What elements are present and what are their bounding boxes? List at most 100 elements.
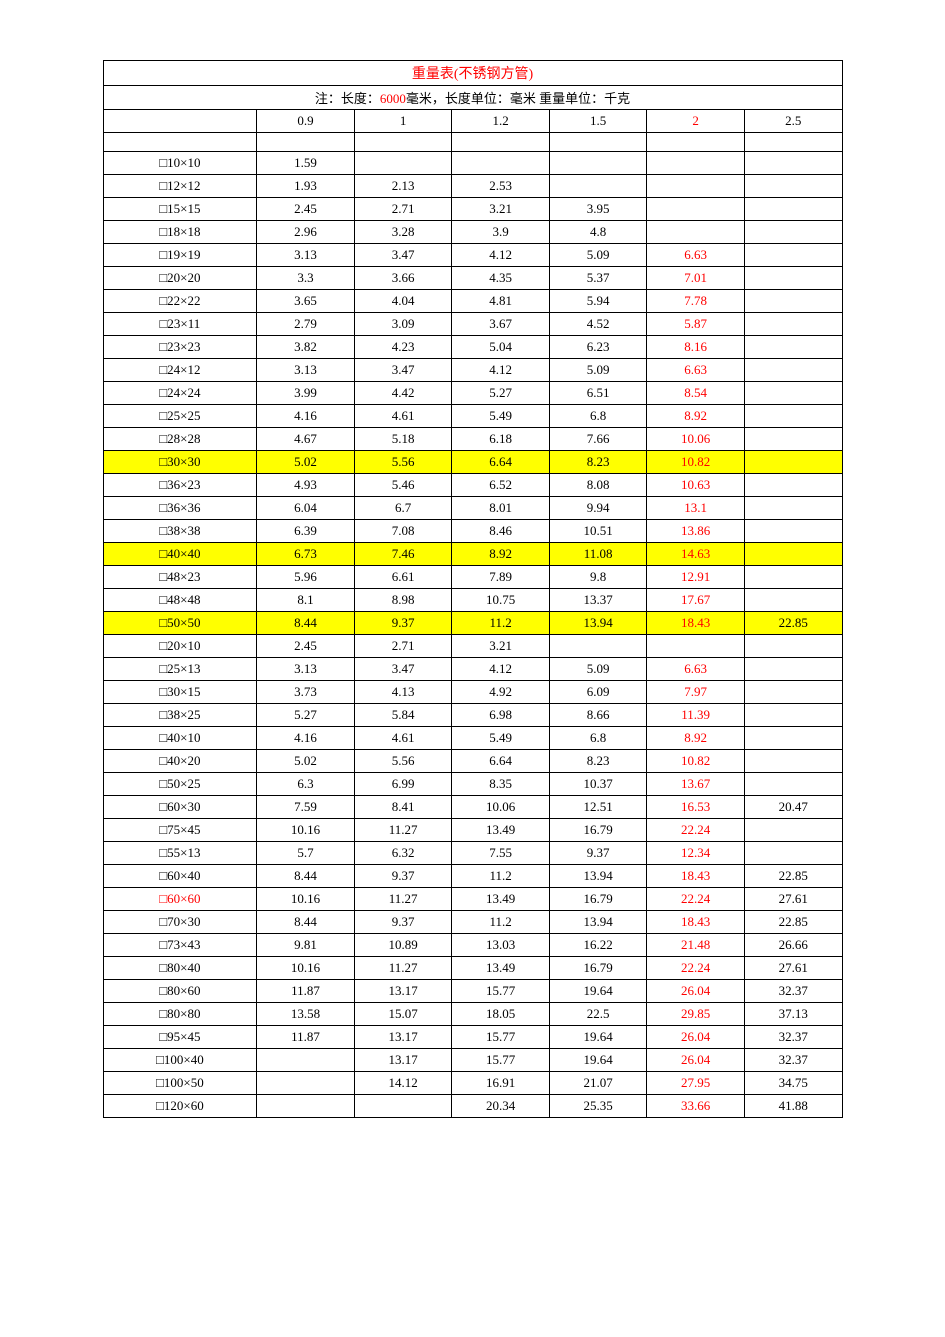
table-row: □23×112.793.093.674.525.87: [103, 313, 842, 336]
value-cell: [744, 290, 842, 313]
value-cell: 7.97: [647, 681, 745, 704]
value-cell: 5.96: [257, 566, 355, 589]
value-cell: 14.63: [647, 543, 745, 566]
value-cell: 34.75: [744, 1072, 842, 1095]
table-row: □40×104.164.615.496.88.92: [103, 727, 842, 750]
value-cell: 22.85: [744, 911, 842, 934]
value-cell: 8.44: [257, 911, 355, 934]
value-cell: 22.24: [647, 888, 745, 911]
value-cell: [744, 244, 842, 267]
value-cell: 14.12: [354, 1072, 452, 1095]
value-cell: 3.28: [354, 221, 452, 244]
size-cell: □75×45: [103, 819, 257, 842]
value-cell: 1.93: [257, 175, 355, 198]
size-cell: □36×23: [103, 474, 257, 497]
value-cell: 13.94: [549, 612, 647, 635]
size-cell: □120×60: [103, 1095, 257, 1118]
value-cell: 9.37: [354, 612, 452, 635]
size-cell: □23×11: [103, 313, 257, 336]
header-1: 1: [354, 110, 452, 133]
value-cell: [647, 635, 745, 658]
value-cell: 11.08: [549, 543, 647, 566]
value-cell: 7.55: [452, 842, 550, 865]
value-cell: 18.43: [647, 612, 745, 635]
value-cell: 10.51: [549, 520, 647, 543]
value-cell: 6.98: [452, 704, 550, 727]
size-cell: □100×40: [103, 1049, 257, 1072]
table-row: □50×256.36.998.3510.3713.67: [103, 773, 842, 796]
value-cell: [744, 773, 842, 796]
value-cell: 6.64: [452, 750, 550, 773]
size-cell: □12×12: [103, 175, 257, 198]
value-cell: 18.05: [452, 1003, 550, 1026]
table-row: □19×193.133.474.125.096.63: [103, 244, 842, 267]
value-cell: 12.51: [549, 796, 647, 819]
header-2: 1.2: [452, 110, 550, 133]
table-row: □24×123.133.474.125.096.63: [103, 359, 842, 382]
value-cell: 8.92: [452, 543, 550, 566]
value-cell: 5.02: [257, 451, 355, 474]
size-cell: □60×60: [103, 888, 257, 911]
size-cell: □24×12: [103, 359, 257, 382]
value-cell: 20.47: [744, 796, 842, 819]
spacer-row: [103, 133, 842, 152]
value-cell: [744, 520, 842, 543]
value-cell: 16.79: [549, 957, 647, 980]
value-cell: [549, 175, 647, 198]
value-cell: 2.45: [257, 198, 355, 221]
size-cell: □40×10: [103, 727, 257, 750]
value-cell: [744, 589, 842, 612]
value-cell: 5.46: [354, 474, 452, 497]
size-cell: □80×80: [103, 1003, 257, 1026]
value-cell: [744, 152, 842, 175]
value-cell: 3.47: [354, 359, 452, 382]
value-cell: 3.13: [257, 244, 355, 267]
table-row: □36×234.935.466.528.0810.63: [103, 474, 842, 497]
size-cell: □20×10: [103, 635, 257, 658]
size-cell: □36×36: [103, 497, 257, 520]
value-cell: 4.61: [354, 405, 452, 428]
size-cell: □40×20: [103, 750, 257, 773]
table-row: □15×152.452.713.213.95: [103, 198, 842, 221]
value-cell: 19.64: [549, 1026, 647, 1049]
value-cell: 9.8: [549, 566, 647, 589]
value-cell: 11.27: [354, 819, 452, 842]
value-cell: 6.32: [354, 842, 452, 865]
value-cell: 4.35: [452, 267, 550, 290]
value-cell: 6.18: [452, 428, 550, 451]
value-cell: 13.49: [452, 957, 550, 980]
table-row: □80×4010.1611.2713.4916.7922.2427.61: [103, 957, 842, 980]
weight-table: 重量表(不锈钢方管) 注：长度：6000毫米，长度单位：毫米 重量单位：千克 0…: [103, 60, 843, 1118]
header-3: 1.5: [549, 110, 647, 133]
table-row: □60×6010.1611.2713.4916.7922.2427.61: [103, 888, 842, 911]
value-cell: 6.7: [354, 497, 452, 520]
value-cell: [647, 152, 745, 175]
value-cell: 5.09: [549, 658, 647, 681]
value-cell: 9.37: [354, 865, 452, 888]
value-cell: 10.89: [354, 934, 452, 957]
value-cell: 6.04: [257, 497, 355, 520]
value-cell: 8.16: [647, 336, 745, 359]
value-cell: [744, 221, 842, 244]
value-cell: 2.79: [257, 313, 355, 336]
size-cell: □18×18: [103, 221, 257, 244]
value-cell: 27.61: [744, 888, 842, 911]
size-cell: □22×22: [103, 290, 257, 313]
value-cell: 13.94: [549, 911, 647, 934]
value-cell: 32.37: [744, 1049, 842, 1072]
value-cell: 4.61: [354, 727, 452, 750]
value-cell: 4.92: [452, 681, 550, 704]
value-cell: 10.16: [257, 957, 355, 980]
value-cell: 3.73: [257, 681, 355, 704]
value-cell: [647, 175, 745, 198]
value-cell: 13.58: [257, 1003, 355, 1026]
value-cell: 4.81: [452, 290, 550, 313]
size-cell: □30×30: [103, 451, 257, 474]
table-row: □60×307.598.4110.0612.5116.5320.47: [103, 796, 842, 819]
table-row: □70×308.449.3711.213.9418.4322.85: [103, 911, 842, 934]
table-row: □75×4510.1611.2713.4916.7922.24: [103, 819, 842, 842]
value-cell: [647, 221, 745, 244]
table-row: □28×284.675.186.187.6610.06: [103, 428, 842, 451]
value-cell: 26.66: [744, 934, 842, 957]
value-cell: 2.96: [257, 221, 355, 244]
